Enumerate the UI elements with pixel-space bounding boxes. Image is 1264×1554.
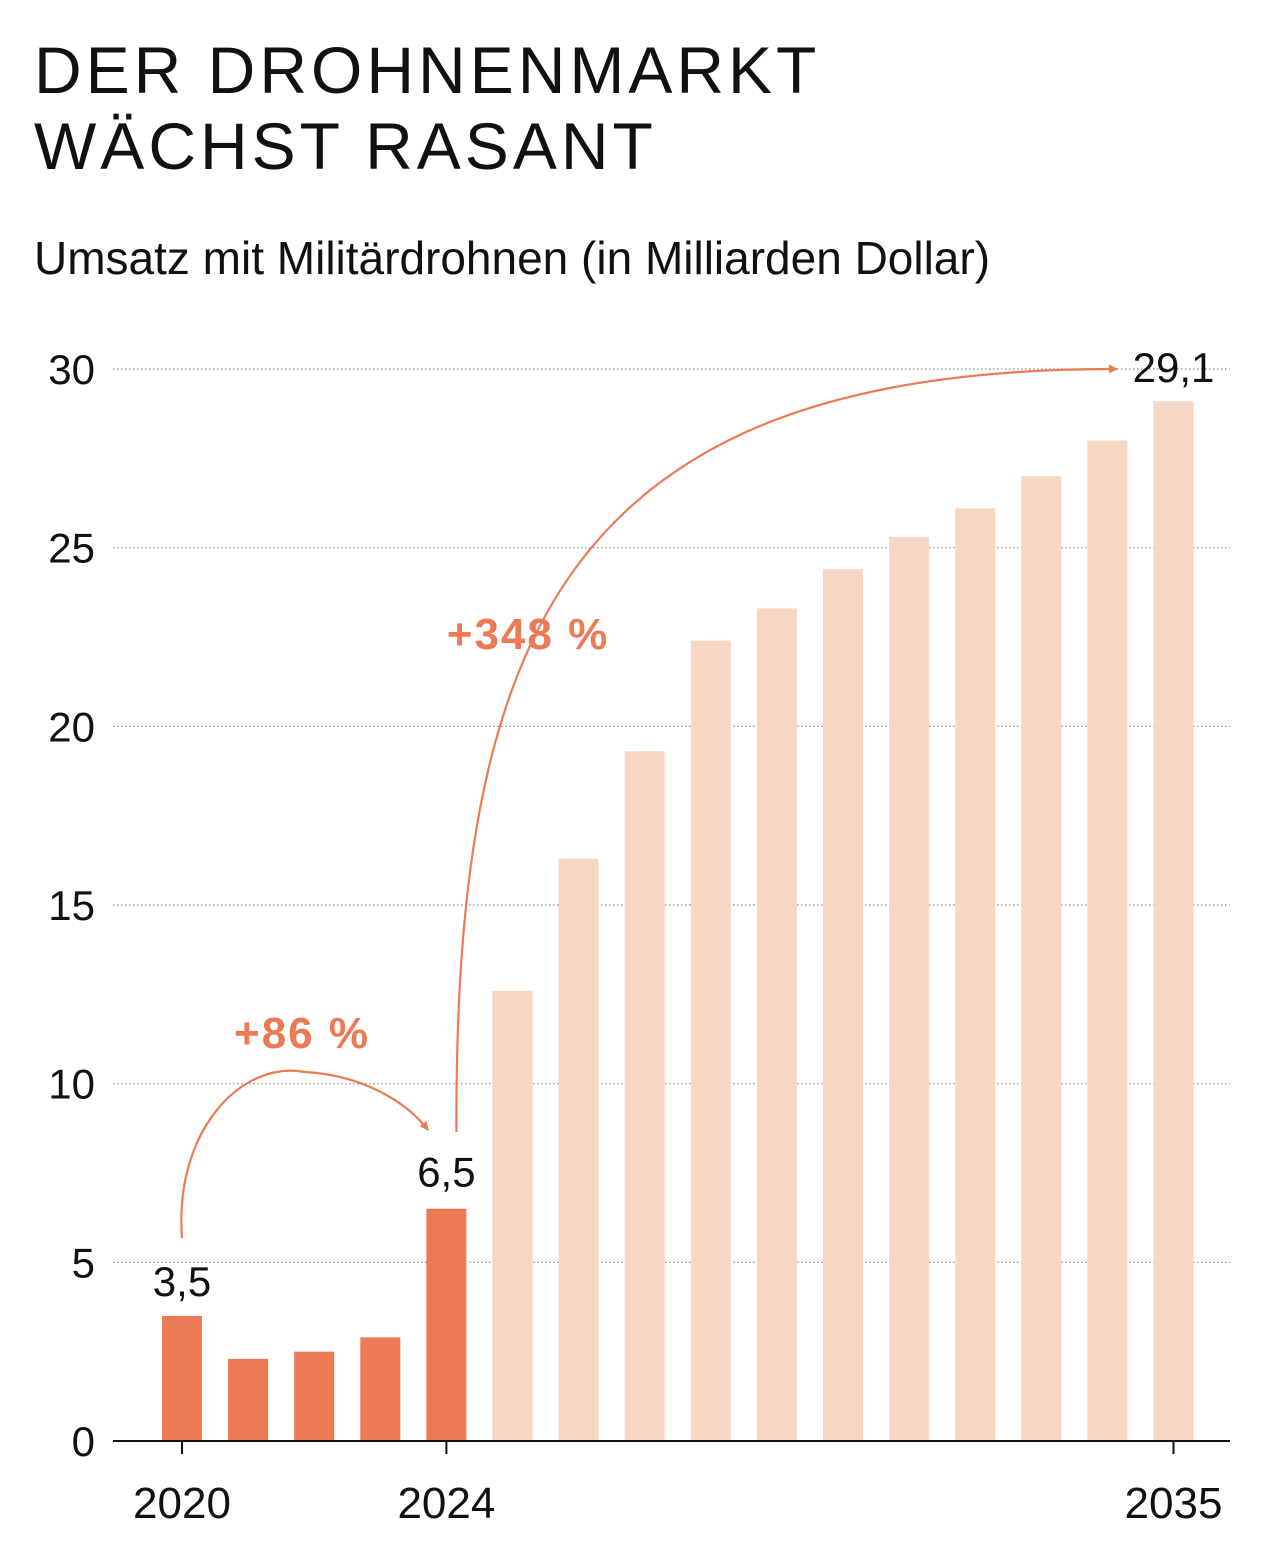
bar-2031 bbox=[889, 536, 930, 1441]
bar-2030 bbox=[823, 569, 863, 1441]
title-line-1: DER DROHNENMARKT bbox=[34, 33, 821, 107]
x-tick-label-2024: 2024 bbox=[397, 1479, 495, 1528]
x-tick-label-2020: 2020 bbox=[133, 1479, 231, 1528]
y-tick-label-15: 15 bbox=[48, 882, 95, 929]
bar-2021 bbox=[228, 1358, 269, 1441]
bar-2028 bbox=[690, 640, 731, 1441]
bar-2026 bbox=[558, 858, 599, 1441]
title-line-2: WÄCHST RASANT bbox=[34, 109, 657, 183]
y-tick-label-10: 10 bbox=[48, 1061, 95, 1108]
growth-arrow-2024-2035 bbox=[455, 364, 1118, 1133]
y-tick-label-20: 20 bbox=[48, 703, 95, 750]
bar-2027 bbox=[624, 751, 665, 1441]
bar-2033 bbox=[1021, 476, 1062, 1441]
bar-2024 bbox=[426, 1208, 467, 1441]
bar-2035 bbox=[1153, 401, 1194, 1441]
chart-subtitle: Umsatz mit Militärdrohnen (in Milliarden… bbox=[34, 232, 991, 284]
data-label-2024: 6,5 bbox=[417, 1149, 475, 1196]
growth-label-348: +348 % bbox=[447, 610, 609, 659]
bar-2034 bbox=[1087, 440, 1128, 1441]
data-label-2020: 3,5 bbox=[153, 1258, 211, 1305]
bar-2032 bbox=[955, 508, 996, 1441]
axes bbox=[113, 1440, 1230, 1454]
annotations: +86 % +348 % bbox=[180, 364, 1118, 1239]
bar-2020 bbox=[162, 1315, 202, 1441]
growth-label-86: +86 % bbox=[234, 1009, 370, 1058]
y-tick-label-0: 0 bbox=[72, 1418, 95, 1465]
y-tick-label-5: 5 bbox=[72, 1239, 95, 1286]
chart-title: DER DROHNENMARKT WÄCHST RASANT bbox=[34, 32, 820, 184]
bar-2029 bbox=[756, 608, 797, 1441]
labels: 0 5 10 15 20 25 30 2020 2024 2035 3,5 6,5 29,1 bbox=[48, 344, 1222, 1528]
bars bbox=[162, 401, 1194, 1441]
bar-2023 bbox=[360, 1337, 401, 1441]
gridlines bbox=[113, 368, 1230, 1263]
x-tick-label-2035: 2035 bbox=[1125, 1479, 1223, 1528]
bar-2025 bbox=[492, 990, 533, 1441]
y-tick-label-30: 30 bbox=[48, 346, 95, 393]
y-tick-label-25: 25 bbox=[48, 525, 95, 572]
growth-arrow-2020-2024 bbox=[180, 1069, 429, 1239]
bar-2022 bbox=[294, 1351, 335, 1441]
data-label-2035: 29,1 bbox=[1133, 344, 1215, 391]
